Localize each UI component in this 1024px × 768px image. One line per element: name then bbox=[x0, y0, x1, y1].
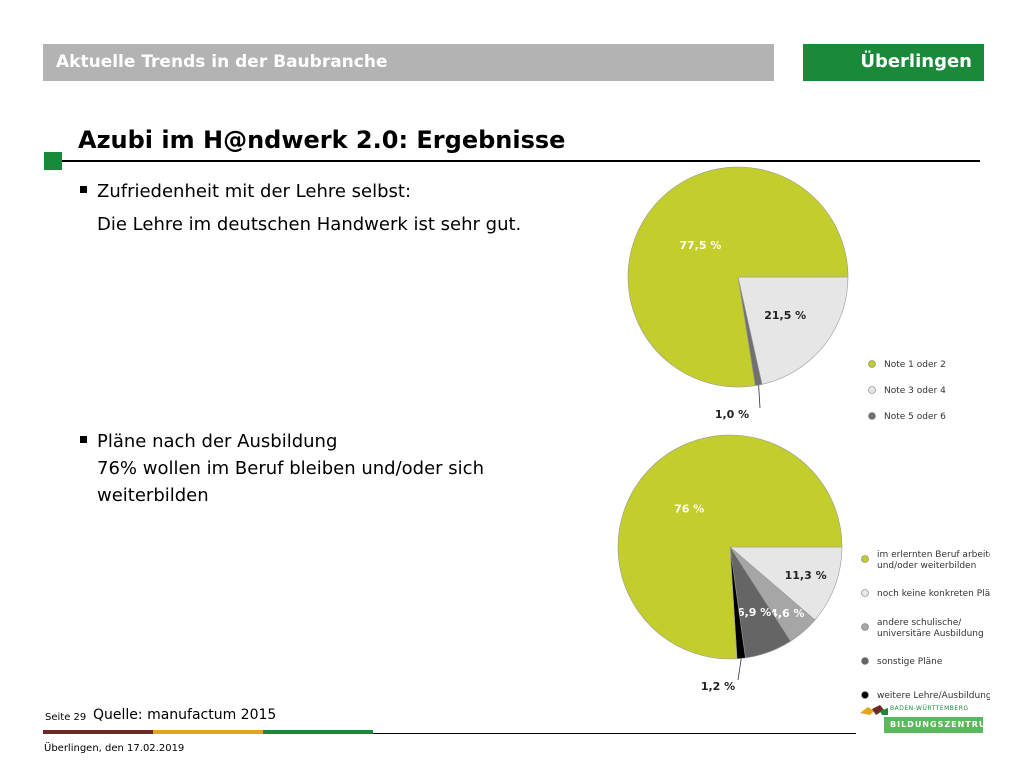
leader-line bbox=[758, 385, 761, 409]
legend-label: sonstige Pläne bbox=[877, 657, 943, 667]
legend-swatch bbox=[861, 555, 869, 563]
title-marker bbox=[44, 152, 62, 170]
slice-label: 76 % bbox=[674, 503, 704, 516]
bullet-heading: Zufriedenheit mit der Lehre selbst: bbox=[97, 181, 412, 202]
city-name: Überlingen bbox=[860, 51, 972, 72]
legend-swatch bbox=[861, 691, 869, 699]
legend-label: Note 1 oder 2 bbox=[884, 360, 946, 370]
legend-label: noch keine konkreten Pläne bbox=[877, 589, 990, 599]
city-badge: Überlingen bbox=[803, 44, 984, 81]
slice-label: 1,2 % bbox=[701, 680, 735, 693]
color-stripe-green bbox=[263, 730, 373, 734]
source-note: Quelle: manufactum 2015 bbox=[93, 707, 277, 723]
legend-swatch bbox=[861, 623, 869, 631]
pie-chart-satisfaction: 21,5 % 1,0 % 77,5 % Note 1 oder 2 Note 3 ode… bbox=[620, 165, 980, 425]
legend-label: andere schulische/ bbox=[877, 618, 962, 628]
page-title: Azubi im H@ndwerk 2.0: Ergebnisse bbox=[78, 126, 566, 154]
bullet-plans: Pläne nach der Ausbildung bbox=[80, 428, 337, 455]
legend-label: Note 3 oder 4 bbox=[884, 386, 946, 396]
color-stripe-brown bbox=[43, 730, 153, 734]
legend-label: universitäre Ausbildung bbox=[877, 629, 984, 639]
bullet-text: weiterbilden bbox=[97, 485, 209, 506]
slice-label: 1,0 % bbox=[715, 408, 749, 421]
pie-slice bbox=[729, 546, 843, 621]
bildungszentrum-logo: BILDUNGSZENTRUM bbox=[884, 717, 994, 733]
bw-logo-icon bbox=[860, 705, 888, 715]
pie-slice bbox=[627, 166, 849, 388]
legend-label: im erlernten Beruf arbeiten bbox=[877, 550, 990, 560]
slice-label: 11,3 % bbox=[785, 569, 827, 582]
legend-swatch bbox=[861, 589, 869, 597]
bw-logo-text: BADEN-WÜRTTEMBERG bbox=[890, 705, 969, 712]
pie-slice bbox=[617, 434, 843, 660]
footer-date: Überlingen, den 17.02.2019 bbox=[44, 743, 185, 754]
footer-rule bbox=[373, 733, 856, 734]
slice-label: 4,6 % bbox=[770, 607, 804, 620]
topic-bar: Aktuelle Trends in der Baubranche bbox=[43, 44, 774, 81]
legend-label: Note 5 oder 6 bbox=[884, 412, 946, 422]
pie-chart-plans: 11,3 % 4,6 % 6,9 % 1,2 % 76 % im erlernten Be… bbox=[610, 418, 1002, 703]
legend-swatch bbox=[868, 412, 876, 420]
bullet-marker bbox=[80, 436, 87, 443]
page-number: Seite 29 bbox=[45, 712, 87, 723]
bullet-text: 76% wollen im Beruf bleiben und/oder sic… bbox=[97, 458, 484, 479]
color-stripe-yellow bbox=[153, 730, 263, 734]
slice-label: 21,5 % bbox=[764, 309, 806, 322]
topic-title: Aktuelle Trends in der Baubranche bbox=[56, 52, 388, 72]
bullet-marker bbox=[80, 186, 87, 193]
bildungszentrum-label: BILDUNGSZENTRUM bbox=[890, 720, 996, 729]
legend-label: weitere Lehre/Ausbildung bbox=[877, 691, 990, 701]
slice-label: 77,5 % bbox=[679, 239, 721, 252]
legend-swatch bbox=[868, 386, 876, 394]
slice-label: 6,9 % bbox=[737, 606, 771, 619]
bullet-text: Die Lehre im deutschen Handwerk ist sehr… bbox=[97, 214, 522, 235]
pie-slice bbox=[737, 276, 849, 385]
bullet-satisfaction: Zufriedenheit mit der Lehre selbst: bbox=[80, 178, 411, 205]
bullet-heading: Pläne nach der Ausbildung bbox=[97, 431, 338, 452]
leader-line bbox=[737, 658, 742, 681]
legend-swatch bbox=[861, 657, 869, 665]
legend-swatch bbox=[868, 360, 876, 368]
legend-label: und/oder weiterbilden bbox=[877, 561, 976, 571]
title-rule bbox=[62, 160, 980, 162]
